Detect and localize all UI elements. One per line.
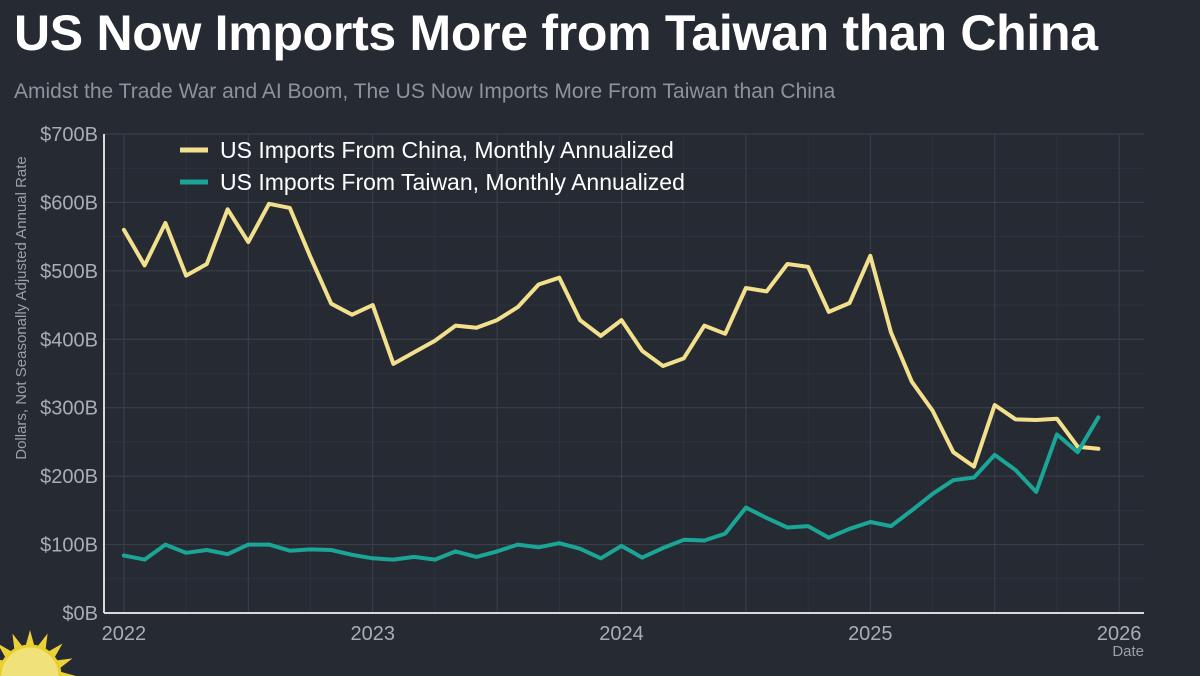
sun-ray xyxy=(25,630,35,647)
series-line-taiwan xyxy=(121,415,1101,562)
chart-title: US Now Imports More from Taiwan than Chi… xyxy=(14,5,1098,61)
y-tick-label: $200B xyxy=(40,466,98,488)
x-tick-label: 2023 xyxy=(350,623,395,645)
legend-label-china: US Imports From China, Monthly Annualize… xyxy=(220,137,674,163)
series xyxy=(121,201,1101,562)
y-tick-label: $400B xyxy=(40,329,98,351)
x-axis-label: Date xyxy=(1112,643,1144,660)
legend-label-taiwan: US Imports From Taiwan, Monthly Annualiz… xyxy=(220,169,685,195)
x-tick-label: 2024 xyxy=(599,623,644,645)
sun-logo-icon xyxy=(0,630,76,676)
series-line-china xyxy=(121,201,1101,469)
grid xyxy=(104,133,1144,614)
y-axis-label: Dollars, Not Seasonally Adjusted Annual … xyxy=(13,156,30,460)
axes: Dollars, Not Seasonally Adjusted Annual … xyxy=(13,124,1144,660)
y-tick-label: $0B xyxy=(62,603,98,625)
y-tick-label: $300B xyxy=(40,398,98,420)
legend: US Imports From China, Monthly Annualize… xyxy=(180,137,685,195)
sun-ray xyxy=(59,671,76,676)
x-tick-label: 2026 xyxy=(1097,623,1142,645)
y-tick-label: $700B xyxy=(40,124,98,146)
y-tick-label: $500B xyxy=(40,261,98,283)
y-tick-label: $600B xyxy=(40,192,98,214)
y-tick-label: $100B xyxy=(40,535,98,557)
chart-subtitle: Amidst the Trade War and AI Boom, The US… xyxy=(14,80,836,103)
x-tick-label: 2022 xyxy=(102,623,147,645)
x-tick-label: 2025 xyxy=(848,623,893,645)
